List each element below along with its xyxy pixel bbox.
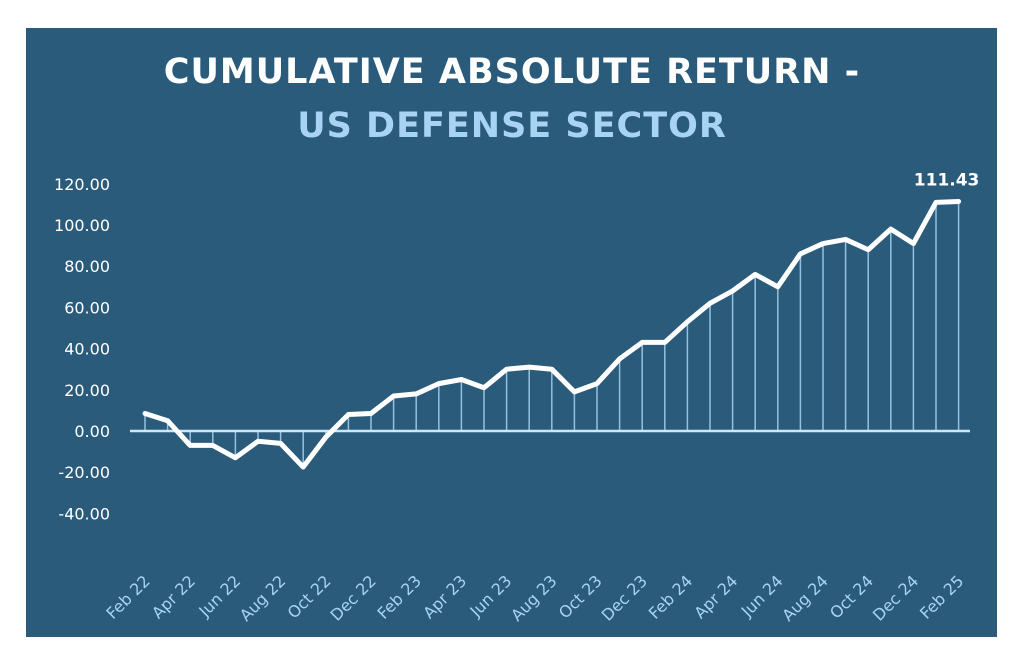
data-label: 111.43: [914, 170, 980, 190]
x-tick-label: Feb 24: [645, 571, 696, 622]
chart-title: CUMULATIVE ABSOLUTE RETURN -: [163, 52, 861, 92]
x-tick-label: Aug 22: [236, 571, 290, 625]
x-tick-label: Feb 22: [102, 571, 153, 622]
x-tick-label: Dec 23: [598, 571, 651, 624]
x-tick-label: Oct 22: [284, 571, 335, 622]
y-tick-label: 60.00: [64, 298, 110, 317]
y-tick-label: 100.00: [54, 216, 110, 235]
x-tick-label: Feb 25: [916, 571, 967, 622]
y-tick-label: 40.00: [64, 340, 110, 359]
x-tick-label: Apr 23: [419, 571, 470, 622]
x-tick-label: Oct 23: [555, 571, 606, 622]
x-tick-label: Dec 24: [869, 571, 922, 624]
y-tick-label: 0.00: [74, 422, 110, 441]
y-tick-label: -20.00: [58, 463, 110, 482]
y-tick-label: 120.00: [54, 175, 110, 194]
x-tick-label: Oct 24: [826, 571, 877, 622]
chart-panel: [26, 28, 997, 637]
x-tick-label: Apr 24: [690, 571, 741, 622]
y-tick-label: 20.00: [64, 381, 110, 400]
x-tick-label: Aug 24: [778, 571, 832, 625]
x-tick-label: Jun 23: [466, 571, 516, 621]
y-tick-label: 80.00: [64, 257, 110, 276]
y-tick-label: -40.00: [58, 504, 110, 523]
x-tick-label: Aug 23: [507, 571, 561, 625]
series-line: [142, 198, 962, 470]
chart-subtitle: US DEFENSE SECTOR: [297, 106, 727, 146]
x-tick-label: Apr 22: [148, 571, 199, 622]
x-tick-label: Jun 22: [194, 571, 244, 621]
x-tick-label: Jun 24: [737, 571, 787, 621]
x-tick-label: Feb 23: [374, 571, 425, 622]
x-tick-label: Dec 22: [327, 571, 380, 624]
